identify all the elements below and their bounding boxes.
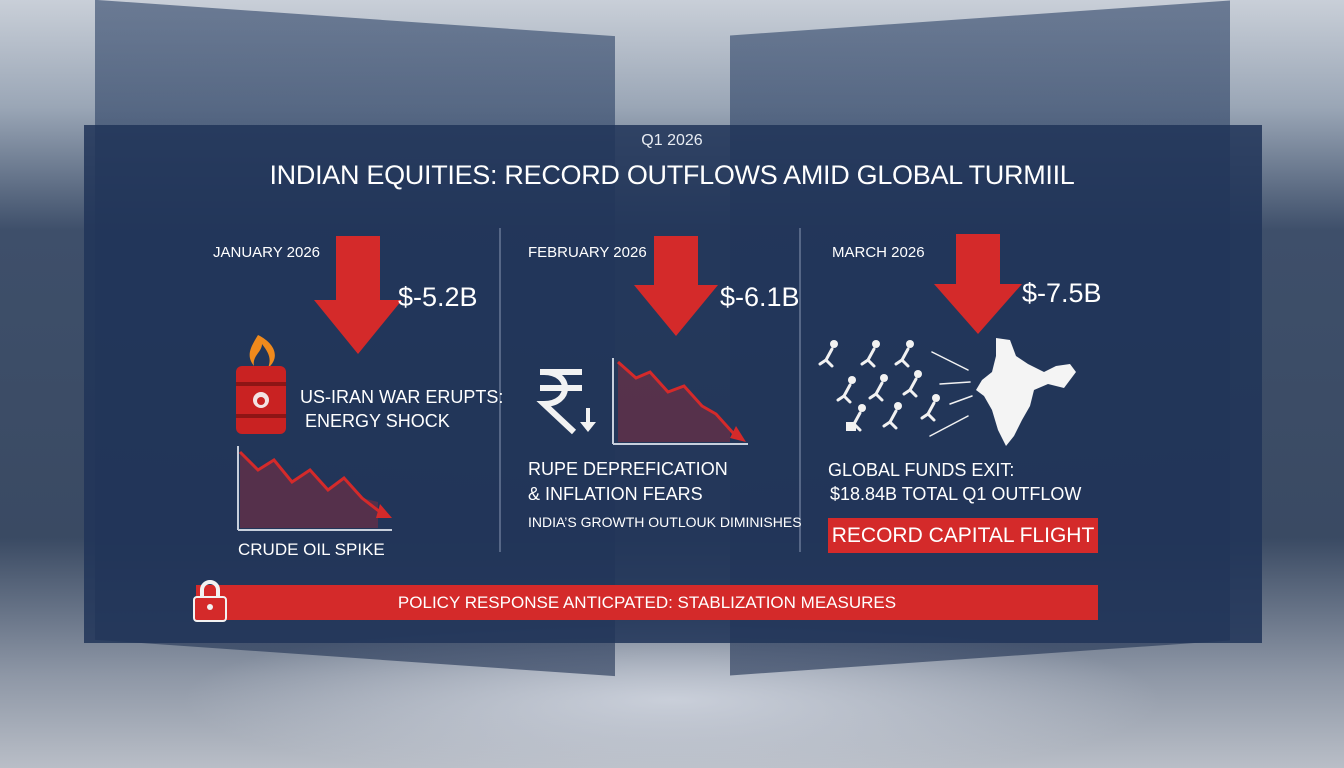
caption: CRUDE OIL SPIKE: [238, 540, 385, 559]
amount: $-7.5B: [1022, 278, 1102, 308]
footer-bar: [196, 585, 1098, 620]
title: INDIAN EQUITIES: RECORD OUTFLOWS AMID GL…: [269, 160, 1075, 190]
kicker: Q1 2026: [641, 132, 703, 149]
month-label: MARCH 2026: [832, 244, 925, 261]
down-arrow: [934, 234, 1022, 334]
decline-chart: [612, 358, 748, 445]
month-label: JANUARY 2026: [213, 244, 321, 261]
lock-icon: [193, 580, 227, 622]
caption: & INFLATION FEARS: [528, 484, 703, 504]
month-label: FEBRUARY 2026: [528, 244, 647, 261]
caption: RUPE DEPREFICATION: [528, 459, 728, 479]
caption: US-IRAN WAR ERUPTS:: [300, 387, 504, 407]
caption: $18.84B TOTAL Q1 OUTFLOW: [830, 484, 1082, 504]
down-arrow: [314, 236, 402, 354]
caption: ENERGY SHOCK: [305, 411, 450, 431]
amount: $-5.2B: [398, 282, 478, 312]
footer-text: POLICY RESPONSE ANTICPATED: STABLIZATION…: [397, 593, 897, 612]
highlight-label: RECORD CAPITAL FLIGHT: [831, 524, 1095, 547]
amount: $-6.1B: [720, 282, 800, 312]
down-arrow: [634, 236, 718, 336]
people-leaving-icon: [818, 340, 973, 437]
india-map: [976, 338, 1076, 446]
highlight-box: [828, 518, 1098, 553]
oil-barrel-icon: [236, 335, 286, 434]
rupee-icon: [536, 369, 596, 435]
decline-chart: [237, 446, 392, 531]
caption: INDIA’S GROWTH OUTLOUK DIMINISHES: [528, 514, 802, 530]
caption: GLOBAL FUNDS EXIT:: [828, 460, 1015, 480]
